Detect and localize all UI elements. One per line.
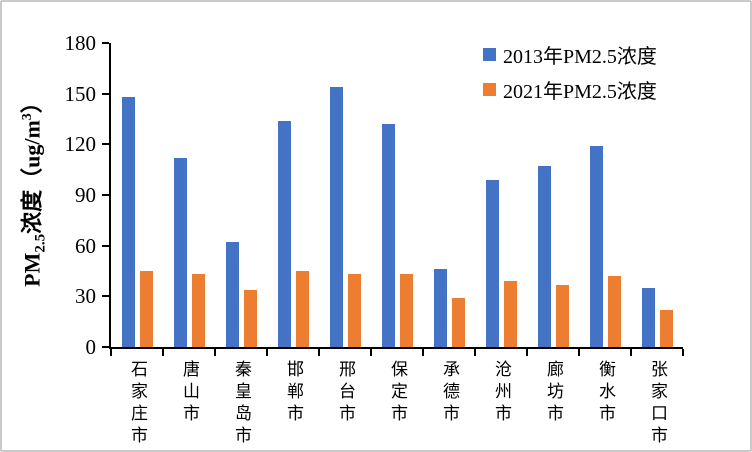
y-axis-tick — [102, 143, 109, 146]
bar-2021-6 — [399, 274, 413, 347]
x-axis-label: 秦皇岛市 — [232, 360, 251, 448]
bar-2013-8 — [485, 179, 499, 347]
bar-2013-11 — [641, 287, 655, 347]
x-axis-label: 张家口市 — [648, 360, 667, 448]
y-axis-tick-label: 30 — [75, 284, 96, 309]
bar-2021-2 — [191, 274, 205, 347]
bar-2013-3 — [225, 242, 239, 347]
y-axis-tick — [102, 42, 109, 44]
y-axis-title-part: PM — [19, 252, 45, 287]
x-axis-tick — [578, 349, 580, 356]
y-axis-tick — [102, 244, 109, 247]
legend: 2013年PM2.5浓度 2021年PM2.5浓度 — [483, 41, 657, 111]
x-axis-label: 廊坊市 — [544, 360, 563, 426]
x-axis-label: 邢台市 — [336, 360, 355, 426]
legend-item-2013: 2013年PM2.5浓度 — [483, 41, 657, 68]
x-axis-label: 沧州市 — [492, 360, 511, 426]
y-axis-tick-label: 120 — [64, 132, 97, 157]
legend-swatch-2021-icon — [483, 82, 496, 96]
legend-swatch-2013-icon — [483, 47, 496, 61]
x-axis-label: 邯郸市 — [284, 360, 303, 426]
bar-2021-3 — [243, 289, 257, 347]
x-axis-tick — [162, 349, 164, 356]
y-axis-tick — [102, 346, 109, 348]
bar-2021-7 — [451, 298, 465, 347]
x-axis-label: 石家庄市 — [128, 360, 147, 448]
bar-2021-11 — [659, 309, 673, 347]
x-axis-tick — [110, 349, 112, 356]
x-axis-tick — [318, 349, 320, 356]
y-axis-tick-label: 0 — [85, 335, 97, 359]
bar-2013-6 — [381, 124, 395, 347]
y-axis-tick — [102, 295, 109, 298]
legend-item-2021: 2021年PM2.5浓度 — [483, 76, 657, 103]
bar-2021-9 — [555, 284, 569, 347]
y-axis-tick — [102, 194, 109, 196]
x-axis-tick — [474, 349, 476, 356]
y-axis-tick-label: 90 — [75, 183, 96, 207]
bar-2013-1 — [121, 97, 135, 347]
bar-2013-4 — [277, 120, 291, 347]
x-axis-tick — [526, 349, 528, 356]
legend-label-2021: 2021年PM2.5浓度 — [503, 80, 657, 103]
bar-2013-5 — [329, 86, 343, 347]
y-axis-line — [109, 43, 111, 349]
bar-2021-10 — [607, 276, 621, 347]
y-axis-tick-label: 180 — [64, 31, 97, 55]
bar-2013-9 — [537, 166, 551, 347]
x-axis-tick — [682, 349, 684, 356]
bar-2021-1 — [139, 271, 153, 347]
x-axis-label: 保定市 — [388, 360, 407, 426]
bar-2021-8 — [503, 281, 517, 347]
x-axis-label: 承德市 — [440, 360, 459, 426]
x-axis-label: 唐山市 — [180, 360, 199, 426]
x-axis-line — [109, 347, 683, 349]
y-axis-tick-label: 60 — [75, 233, 96, 258]
bar-2013-7 — [433, 269, 447, 347]
x-axis-tick — [422, 349, 424, 356]
bar-2013-2 — [173, 157, 187, 347]
bar-2021-4 — [295, 271, 309, 347]
x-axis-tick — [370, 349, 372, 356]
legend-label-2013: 2013年PM2.5浓度 — [503, 45, 657, 68]
x-axis-label: 衡水市 — [596, 360, 615, 426]
bar-2021-5 — [347, 274, 361, 347]
bar-2013-10 — [589, 146, 603, 347]
y-axis-tick-label: 150 — [64, 81, 97, 106]
x-axis-tick — [266, 349, 268, 356]
y-axis-tick — [102, 92, 109, 95]
x-axis-tick — [214, 349, 216, 356]
x-axis-tick — [630, 349, 632, 356]
y-axis-title-superscript: 3 — [19, 113, 35, 121]
